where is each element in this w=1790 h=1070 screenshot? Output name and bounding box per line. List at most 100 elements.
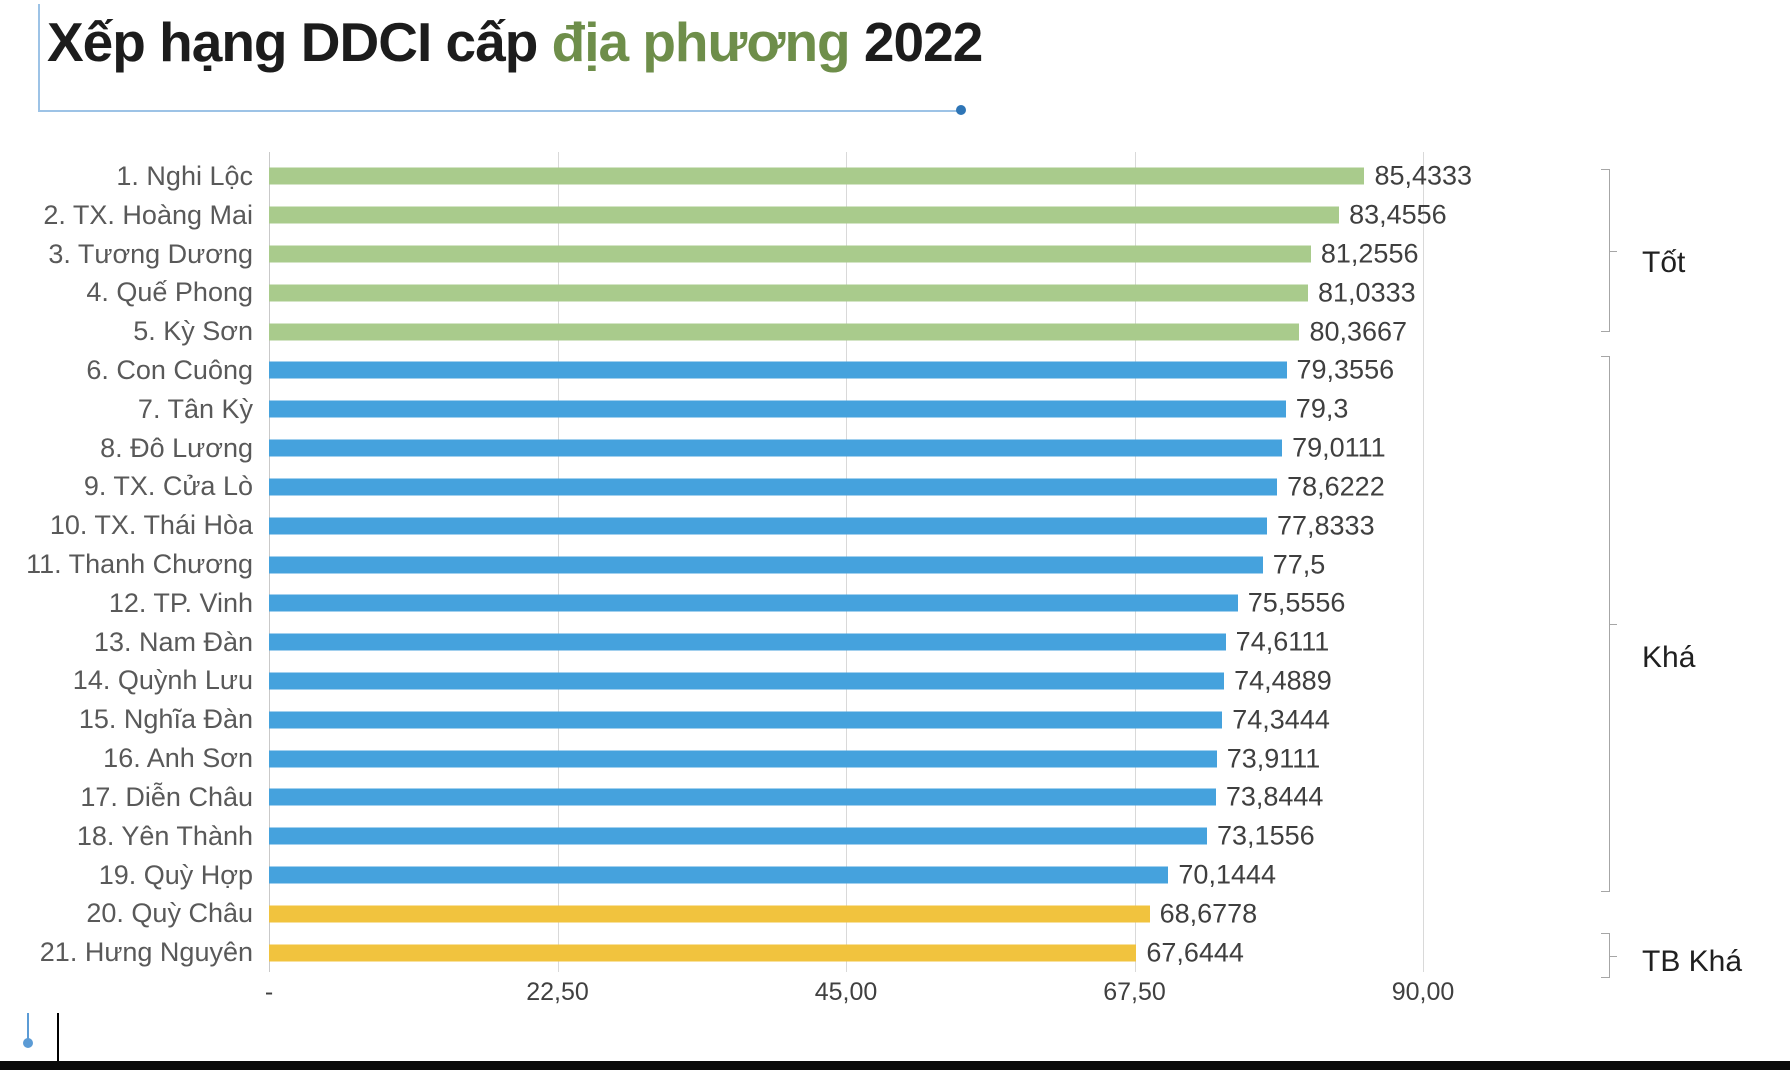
value-label: 81,2556 — [1320, 238, 1419, 269]
bar-row: 19. Quỳ Hợp 70,1444 — [0, 856, 1790, 895]
bar-track: 81,2556 — [269, 235, 1423, 274]
bar-row: 12. TP. Vinh 75,5556 — [0, 584, 1790, 623]
category-label: 5. Kỳ Sơn — [133, 316, 253, 347]
page-title: Xếp hạng DDCI cấp địa phương 2022 — [47, 10, 983, 74]
page-title-suffix: 2022 — [849, 11, 983, 73]
category-label: 20. Quỳ Châu — [86, 898, 253, 929]
category-label: 21. Hưng Nguyên — [39, 937, 253, 968]
bar — [269, 206, 1340, 224]
group-label-kha: Khá — [1642, 641, 1696, 674]
value-label: 81,0333 — [1318, 277, 1416, 308]
value-label: 75,5556 — [1247, 587, 1346, 618]
bar-track: 79,3556 — [269, 351, 1423, 390]
category-label: 10. TX. Thái Hòa — [49, 510, 253, 541]
bar-row: 13. Nam Đàn 74,6111 — [0, 623, 1790, 662]
bar-row: 8. Đô Lương 79,0111 — [0, 429, 1790, 468]
value-label: 78,6222 — [1287, 471, 1385, 502]
text-cursor-line — [57, 1013, 59, 1063]
bar-row: 15. Nghĩa Đàn 74,3444 — [0, 700, 1790, 739]
category-label: 9. TX. Cửa Lò — [83, 471, 253, 502]
bar — [269, 788, 1216, 806]
bar-row: 7. Tân Kỳ 79,3 — [0, 390, 1790, 429]
bottom-black-bar — [0, 1061, 1790, 1070]
bar-track: 70,1444 — [269, 856, 1423, 895]
bar-track: 79,0111 — [269, 429, 1423, 468]
bar-row: 1. Nghi Lộc 85,4333 — [0, 157, 1790, 196]
bar-row: 4. Quế Phong 81,0333 — [0, 273, 1790, 312]
bar-row: 6. Con Cuông 79,3556 — [0, 351, 1790, 390]
bottom-accent-line — [27, 1013, 29, 1041]
bar-row: 16. Anh Sơn 73,9111 — [0, 739, 1790, 778]
bar-track: 75,5556 — [269, 584, 1423, 623]
bar — [269, 167, 1365, 185]
category-label: 16. Anh Sơn — [103, 743, 253, 774]
bar-track: 74,4889 — [269, 662, 1423, 701]
bar-track: 67,6444 — [269, 933, 1423, 972]
bar-track: 73,8444 — [269, 778, 1423, 817]
bar — [269, 517, 1267, 535]
category-label: 12. TP. Vinh — [108, 587, 253, 618]
category-label: 14. Quỳnh Lưu — [72, 665, 253, 696]
bar-track: 78,6222 — [269, 468, 1423, 507]
category-label: 8. Đô Lương — [100, 432, 253, 463]
bar-row: 14. Quỳnh Lưu 74,4889 — [0, 662, 1790, 701]
value-label: 73,8444 — [1225, 781, 1324, 812]
value-label: 73,9111 — [1226, 743, 1321, 774]
bar — [269, 905, 1150, 923]
bar-rows: 1. Nghi Lộc 85,4333 2. TX. Hoàng Mai 83,455… — [0, 157, 1790, 972]
bar — [269, 827, 1208, 845]
bottom-accent-dot — [23, 1038, 33, 1048]
bar — [269, 245, 1311, 263]
bar-row: 17. Diễn Châu 73,8444 — [0, 778, 1790, 817]
bar — [269, 323, 1300, 341]
category-label: 2. TX. Hoàng Mai — [43, 199, 253, 230]
x-axis-tick-label: 22,50 — [526, 978, 589, 1006]
x-axis-tick-label: - — [264, 978, 274, 1006]
category-label: 19. Quỳ Hợp — [98, 859, 253, 890]
category-label: 4. Quế Phong — [86, 277, 253, 308]
bar-track: 85,4333 — [269, 157, 1472, 196]
value-label: 74,3444 — [1232, 704, 1330, 735]
bar — [269, 556, 1263, 574]
value-label: 74,6111 — [1235, 626, 1330, 657]
bar — [269, 672, 1225, 690]
bar-row: 20. Quỳ Châu 68,6778 — [0, 894, 1790, 933]
category-label: 13. Nam Đàn — [93, 626, 253, 657]
group-label-tot: Tốt — [1642, 246, 1686, 279]
page-title-highlight: địa phương — [551, 11, 851, 73]
bracket-tb-kha — [1601, 933, 1617, 978]
category-label: 7. Tân Kỳ — [137, 393, 253, 424]
bar-track: 77,5 — [269, 545, 1423, 584]
bar-track: 74,3444 — [269, 700, 1423, 739]
value-label: 79,3556 — [1296, 354, 1395, 385]
bar — [269, 866, 1169, 884]
group-label-tb-kha: TB Khá — [1642, 945, 1743, 978]
bar-row: 9. TX. Cửa Lò 78,6222 — [0, 468, 1790, 507]
bar-row: 10. TX. Thái Hòa 77,8333 — [0, 506, 1790, 545]
title-accent-line — [38, 4, 40, 110]
title-underline — [38, 110, 960, 112]
bracket-tot — [1601, 169, 1617, 332]
category-label: 18. Yên Thành — [76, 820, 253, 851]
bar — [269, 944, 1137, 962]
category-label: 6. Con Cuông — [86, 354, 253, 385]
gridline — [1423, 152, 1424, 972]
bar — [269, 400, 1286, 418]
value-label: 77,8333 — [1276, 510, 1375, 541]
bar — [269, 633, 1226, 651]
title-underline-dot — [956, 105, 966, 115]
value-label: 73,1556 — [1217, 820, 1315, 851]
bar-row: 5. Kỳ Sơn 80,3667 — [0, 312, 1790, 351]
bracket-kha — [1601, 356, 1617, 892]
x-axis: - 22,50 45,00 67,50 90,00 — [265, 978, 1454, 1010]
value-label: 67,6444 — [1146, 937, 1244, 968]
bar-track: 74,6111 — [269, 623, 1423, 662]
category-label: 15. Nghĩa Đàn — [78, 704, 253, 735]
category-label: 17. Diễn Châu — [80, 781, 253, 812]
value-label: 80,3667 — [1309, 316, 1408, 347]
bar — [269, 594, 1238, 612]
bar-row: 11. Thanh Chương 77,5 — [0, 545, 1790, 584]
value-label: 70,1444 — [1178, 859, 1277, 890]
bar-track: 79,3 — [269, 390, 1423, 429]
